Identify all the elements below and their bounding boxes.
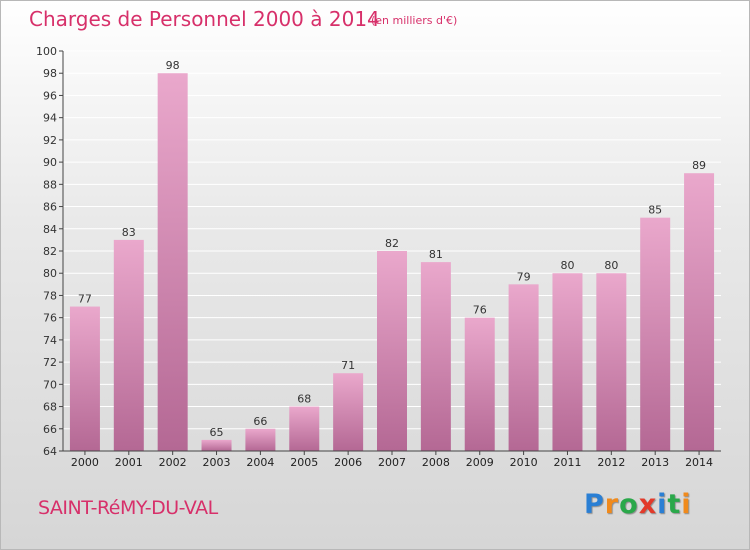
y-tick-label: 70 (43, 378, 57, 391)
bar (201, 439, 232, 451)
value-label: 83 (122, 226, 136, 239)
value-label: 80 (604, 259, 618, 272)
bar (684, 173, 715, 451)
x-tick-label: 2013 (641, 456, 669, 469)
unit-note: (en milliers d'€) (371, 14, 458, 27)
x-tick-label: 2002 (159, 456, 187, 469)
axes: 64 66 68 70 72 74 76 78 80 82 84 86 88 90 92 94 96 98 100 (36, 45, 721, 458)
logo-letter: P (584, 489, 605, 520)
bar (508, 284, 539, 451)
bar (552, 273, 583, 451)
value-label: 98 (166, 59, 180, 72)
value-label: 85 (648, 204, 662, 217)
logo-letter: i (681, 489, 692, 520)
value-label: 71 (341, 359, 355, 372)
bar (377, 251, 407, 451)
x-tick-label: 2008 (422, 456, 450, 469)
labels: 77 2000 83 2001 98 2002 65 2003 66 2004 68 2005 71 20… (71, 59, 713, 469)
value-label: 81 (429, 248, 443, 261)
bars (69, 73, 715, 451)
y-tick-label: 88 (43, 178, 57, 191)
y-tick-label: 76 (43, 312, 57, 325)
bar (157, 73, 188, 451)
y-tick-label: 92 (43, 134, 57, 147)
x-tick-label: 2012 (597, 456, 625, 469)
x-tick-label: 2007 (378, 456, 406, 469)
value-label: 68 (297, 393, 311, 406)
value-label: 89 (692, 159, 706, 172)
value-label: 80 (560, 259, 574, 272)
value-label: 82 (385, 237, 399, 250)
logo-letter: t (667, 489, 682, 520)
y-tick-label: 82 (43, 245, 57, 258)
y-tick-label: 68 (43, 401, 57, 414)
x-tick-label: 2004 (246, 456, 274, 469)
value-label: 76 (473, 304, 487, 317)
x-tick-label: 2001 (115, 456, 143, 469)
chart-title: Charges de Personnel 2000 à 2014 (29, 7, 380, 31)
bar (420, 262, 451, 451)
logo-letter: x (638, 489, 658, 520)
logo-letter: i (657, 489, 668, 520)
y-tick-label: 72 (43, 356, 57, 369)
bar (245, 428, 276, 451)
x-tick-label: 2005 (290, 456, 318, 469)
x-tick-label: 2006 (334, 456, 362, 469)
proxiti-logo: Proxiti (584, 489, 692, 520)
y-tick-label: 86 (43, 201, 57, 214)
bar (333, 373, 364, 451)
y-tick-label: 78 (43, 289, 57, 302)
y-tick-label: 74 (43, 334, 57, 347)
bar (596, 273, 627, 451)
x-tick-label: 2014 (685, 456, 713, 469)
y-tick-label: 80 (43, 267, 57, 280)
y-tick-label: 98 (43, 67, 57, 80)
logo-letter: o (619, 489, 639, 520)
bar (464, 317, 495, 451)
x-tick-label: 2003 (203, 456, 231, 469)
x-tick-label: 2009 (466, 456, 494, 469)
bar (640, 217, 671, 451)
y-tick-label: 96 (43, 89, 57, 102)
y-tick-label: 84 (43, 223, 57, 236)
bar (289, 406, 320, 451)
x-tick-label: 2011 (553, 456, 581, 469)
commune-name: SAINT-RéMY-DU-VAL (38, 497, 218, 519)
y-tick-label: 66 (43, 423, 57, 436)
value-label: 77 (78, 293, 92, 306)
value-label: 65 (210, 426, 224, 439)
logo-letter: r (604, 489, 620, 520)
bar (113, 239, 144, 451)
bar (69, 306, 100, 451)
y-tick-label: 94 (43, 112, 57, 125)
x-tick-label: 2000 (71, 456, 99, 469)
y-tick-label: 64 (43, 445, 57, 458)
y-tick-label: 90 (43, 156, 57, 169)
y-tick-label: 100 (36, 45, 57, 58)
value-label: 66 (253, 415, 267, 428)
x-tick-label: 2010 (510, 456, 538, 469)
value-label: 79 (517, 270, 531, 283)
